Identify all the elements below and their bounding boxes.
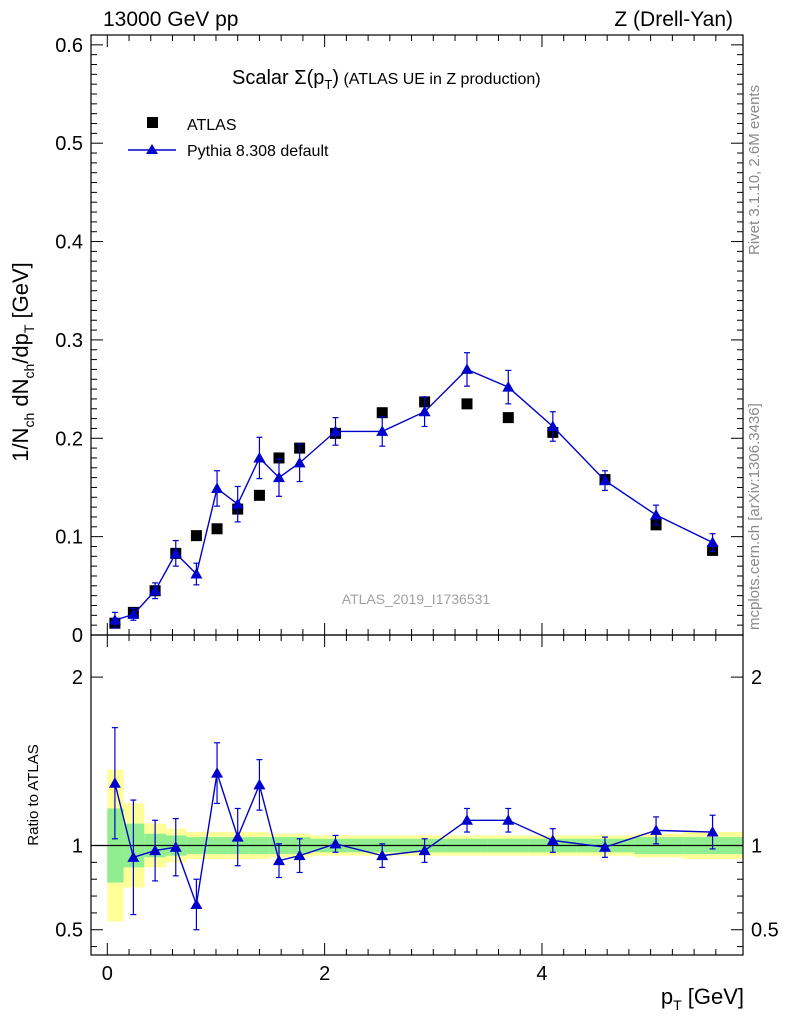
ratio-point [598, 841, 611, 852]
legend-pythia-label: Pythia 8.308 default [187, 143, 329, 160]
pythia-point [293, 456, 306, 468]
ratio-point [376, 849, 389, 861]
ratio-y-axis-label: Ratio to ATLAS [25, 744, 42, 845]
pythia-point [190, 568, 203, 579]
pythia-point [127, 608, 140, 619]
pythia-point [149, 584, 162, 596]
pythia-point [502, 381, 515, 392]
ratio-point [211, 767, 224, 778]
ratio-y-tick-label-left: 1 [72, 836, 83, 858]
legend-atlas-label: ATLAS [187, 117, 237, 134]
pythia-point [650, 509, 663, 520]
ratio-point [502, 814, 515, 825]
ratio-point [231, 831, 244, 842]
pythia-point [376, 425, 389, 436]
energy-label: 13000 GeV pp [103, 8, 239, 31]
pythia-point [108, 614, 121, 625]
pythia-point [169, 547, 182, 558]
ratio-uncertainty-bands [91, 769, 743, 922]
pythia-point [211, 482, 224, 493]
atlas-point [502, 412, 514, 424]
atlas-point [273, 452, 285, 464]
ratio-point [253, 778, 266, 790]
legend-atlas-marker [147, 117, 158, 128]
ratio-y-tick-label-right: 2 [751, 667, 762, 689]
ratio-point [108, 777, 121, 788]
x-axis-label: pT [GeV] [661, 984, 744, 1013]
ratio-point [127, 851, 140, 862]
process-label: Z (Drell-Yan) [614, 8, 733, 31]
x-tick-label: 4 [536, 963, 547, 985]
data-series [108, 352, 719, 931]
pythia-line [114, 368, 713, 621]
atlas-point [211, 523, 223, 535]
ratio-point [169, 841, 182, 852]
pythia-point [706, 536, 719, 548]
y-tick-label: 0 [72, 625, 83, 647]
pythia-point [460, 363, 473, 374]
atlas-point [190, 530, 202, 542]
pythia-point [272, 471, 285, 483]
atlas-point [461, 398, 473, 410]
ratio-point [460, 814, 473, 825]
pythia-point [329, 425, 342, 436]
ratio-y-tick-label-left: 0.5 [55, 920, 83, 942]
ratio-point [149, 844, 162, 856]
ratio-plot-frame [90, 634, 744, 956]
ratio-point [706, 826, 719, 837]
y-axis-label: 1/Nch dNch/dpT [GeV] [8, 262, 37, 462]
legend-pythia-marker [146, 144, 158, 154]
pythia-point [418, 405, 431, 417]
ratio-y-tick-label-right: 1 [751, 836, 762, 858]
x-tick-label: 0 [102, 963, 113, 985]
y-tick-label: 0.1 [55, 527, 83, 549]
ratio-point [293, 849, 306, 861]
pythia-point [598, 474, 611, 486]
y-tick-label: 0.2 [55, 428, 83, 450]
legend: ATLAS Pythia 8.308 default [128, 117, 329, 160]
pythia-point [253, 451, 266, 463]
axes: 0 2 4 0 0.1 0.2 0.3 0.4 0.5 0.6 0.5 0.5 1 1 2 2 [55, 34, 779, 985]
pythia-point [546, 420, 559, 431]
ratio-point [190, 898, 203, 909]
y-tick-label: 0.4 [55, 232, 83, 254]
atlas-point [376, 407, 388, 419]
y-tick-label: 0.5 [55, 133, 83, 155]
ratio-y-tick-label-left: 2 [72, 667, 83, 689]
ratio-point [546, 834, 559, 845]
x-tick-label: 2 [319, 963, 330, 985]
pythia-point [231, 498, 244, 509]
atlas-point [253, 489, 265, 501]
y-tick-label: 0.3 [55, 330, 83, 352]
ratio-point [272, 854, 285, 866]
chart-title: Scalar Σ(pT) (ATLAS UE in Z production) [232, 67, 541, 92]
analysis-id-label: ATLAS_2019_I1736531 [342, 591, 491, 607]
ratio-point [418, 844, 431, 856]
y-tick-label: 0.6 [55, 35, 83, 57]
ratio-point [329, 837, 342, 849]
ratio-y-tick-label-right: 0.5 [751, 920, 779, 942]
ratio-point [650, 824, 663, 835]
